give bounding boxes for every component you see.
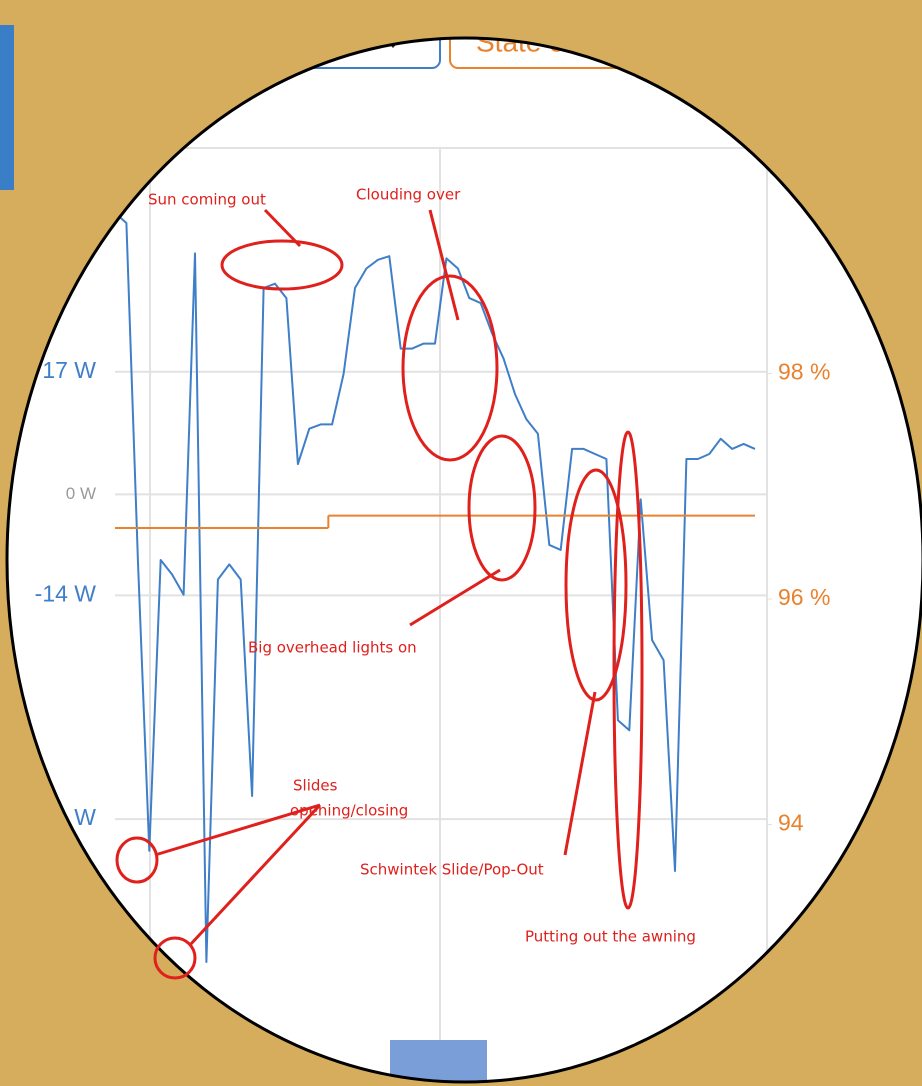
bottom-button[interactable] xyxy=(390,1040,487,1086)
y-tick-label: W xyxy=(74,804,96,830)
annotation: Sun coming out xyxy=(148,191,266,209)
app-bar-fragment xyxy=(0,25,14,190)
y-tick-label: 17 W xyxy=(42,357,96,383)
annotation: Slides xyxy=(293,777,338,795)
y-tick-label: 0 W xyxy=(66,484,96,503)
y-tick-label: -14 W xyxy=(35,580,97,606)
annotation: Clouding over xyxy=(356,186,461,204)
y2-tick-label: 94 xyxy=(778,810,804,836)
lens-background xyxy=(7,38,922,1082)
screenshot: State o 17 W0 W-14 WW98 %96 %94 Sun comi… xyxy=(0,0,922,1086)
page: {"ui": {"tab_label": "State o"}, "chart_… xyxy=(0,0,922,1086)
annotation: Big overhead lights on xyxy=(248,639,417,657)
annotation: Schwintek Slide/Pop-Out xyxy=(360,861,544,879)
annotation: Putting out the awning xyxy=(525,928,696,946)
annotation: opening/closing xyxy=(290,802,408,820)
y2-tick-label: 96 % xyxy=(778,584,830,610)
y2-tick-label: 98 % xyxy=(778,359,830,385)
